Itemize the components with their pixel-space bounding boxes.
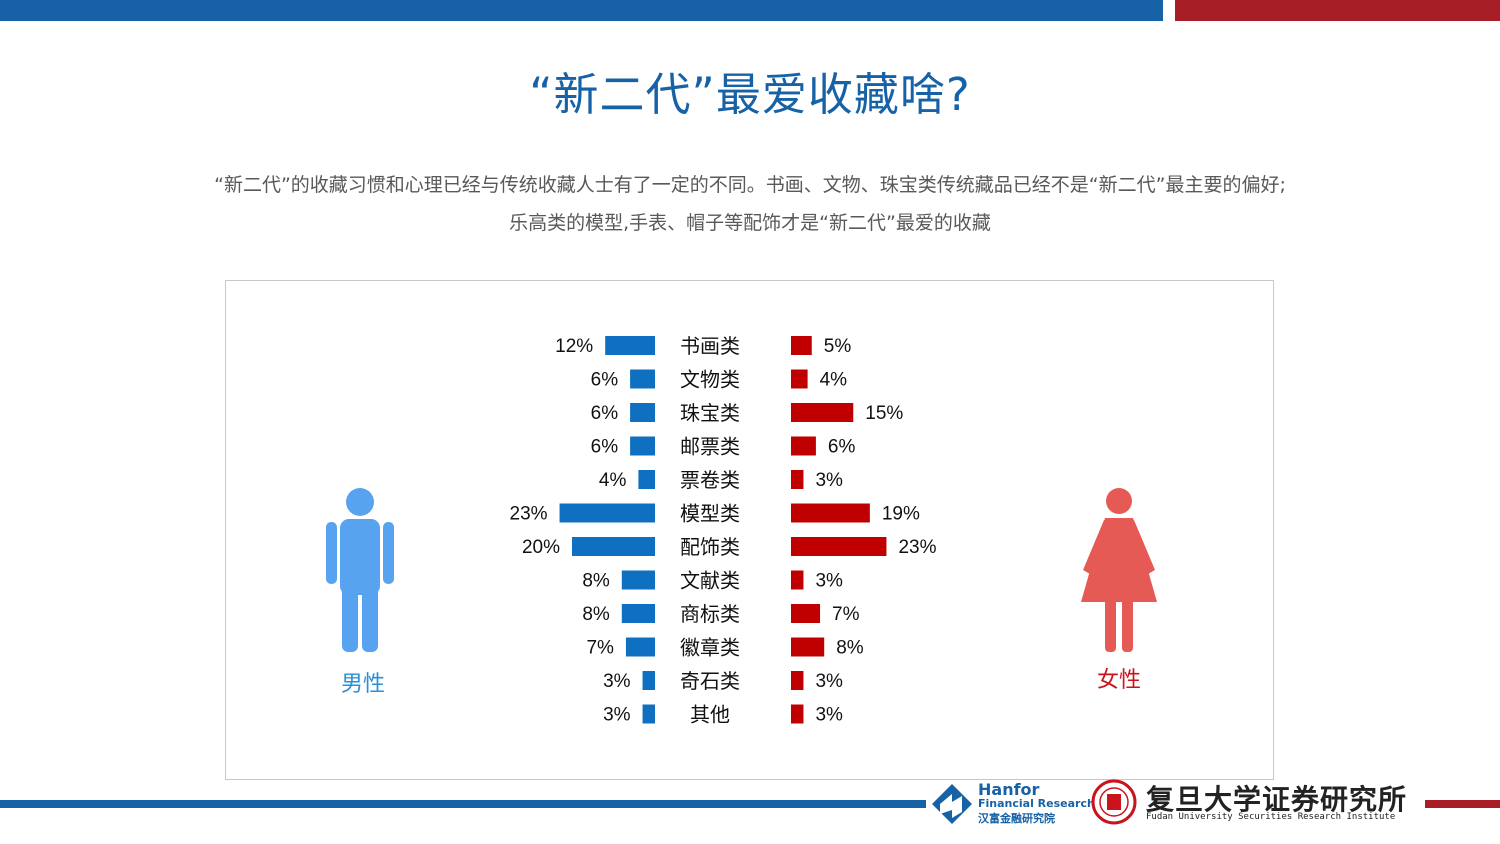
category-label: 模型类 [680,502,740,526]
female-bar [791,336,812,355]
male-bar [572,537,655,556]
chart-frame [225,280,1274,780]
category-label: 文物类 [680,368,740,392]
male-value-label: 8% [582,571,610,592]
male-bar [621,570,655,590]
category-label: 珠宝类 [680,401,740,425]
male-value-label: 20% [522,537,560,558]
category-label: 票卷类 [680,468,740,492]
male-bar [559,503,655,523]
bottom-bar-blue [0,800,926,808]
female-bar [791,470,804,489]
female-bar [791,436,816,456]
male-bar [630,369,655,389]
male-value-label: 8% [582,604,610,625]
page-title: “新二代”最爱收藏啥? [529,68,971,121]
male-value-label: 23% [510,504,548,525]
female-bar [791,570,804,590]
female-value-label: 4% [820,370,848,391]
female-value-label: 3% [815,671,843,692]
category-label: 文献类 [680,569,740,593]
female-value-label: 5% [824,336,852,357]
fudan-name-cn: 复旦大学证券研究所 [1146,783,1408,816]
male-bar [630,436,655,456]
category-label: 商标类 [680,602,740,626]
female-value-label: 3% [815,571,843,592]
category-label: 配饰类 [680,535,740,559]
hanfor-name-en: Hanfor [978,780,1040,799]
legend-female: 女性 [1097,668,1142,693]
legend-male: 男性 [341,672,386,697]
female-value-label: 8% [836,638,864,659]
hanfor-logo: Hanfor Financial Research 汉富金融研究院 [930,780,1095,826]
hanfor-logo-icon [932,784,972,824]
male-bar [625,637,655,657]
male-value-label: 3% [603,671,631,692]
female-value-label: 19% [882,504,920,525]
female-bar [791,704,804,724]
female-value-label: 3% [815,470,843,491]
female-value-label: 3% [815,705,843,726]
fudan-seal-icon [1091,779,1137,825]
male-value-label: 4% [599,470,627,491]
female-bar [791,604,821,623]
category-label: 奇石类 [680,669,740,693]
female-bar [791,537,887,556]
category-label: 徽章类 [680,636,740,660]
male-bar [642,704,655,724]
bottom-bar-red [1425,800,1500,808]
female-bar [791,503,870,523]
female-value-label: 23% [898,537,936,558]
male-person-icon [326,488,394,652]
hanfor-name-cn: 汉富金融研究院 [978,812,1055,825]
male-value-label: 12% [555,336,593,357]
female-person-icon [1081,488,1157,652]
top-bar-red [1175,0,1500,21]
female-value-label: 15% [865,403,903,424]
subtitle-line-1: “新二代”的收藏习惯和心理已经与传统收藏人士有了一定的不同。书画、文物、珠宝类传… [214,174,1286,196]
male-value-label: 3% [603,705,631,726]
female-value-label: 6% [828,437,856,458]
male-bar [642,671,655,690]
male-bar [605,336,655,355]
fudan-logo: 复旦大学证券研究所 Fudan University Securities Re… [1090,778,1410,826]
male-value-label: 6% [591,437,619,458]
female-bar [791,671,804,690]
top-bar-blue [0,0,1163,21]
male-bar [621,604,655,623]
female-value-label: 7% [832,604,860,625]
female-bar [791,403,854,422]
subtitle-line-2: 乐高类的模型,手表、帽子等配饰才是“新二代”最爱的收藏 [509,212,991,234]
male-value-label: 6% [591,403,619,424]
female-bar [791,637,825,657]
category-label: 邮票类 [680,435,740,459]
male-value-label: 7% [586,638,614,659]
fudan-name-en: Fudan University Securities Research Ins… [1146,812,1396,822]
category-label: 书画类 [680,334,740,358]
male-value-label: 6% [591,370,619,391]
male-bar [630,403,655,422]
hanfor-subtitle-en: Financial Research [978,797,1095,810]
female-bar [791,369,808,389]
male-bar [638,470,655,489]
category-label: 其他 [690,703,730,727]
